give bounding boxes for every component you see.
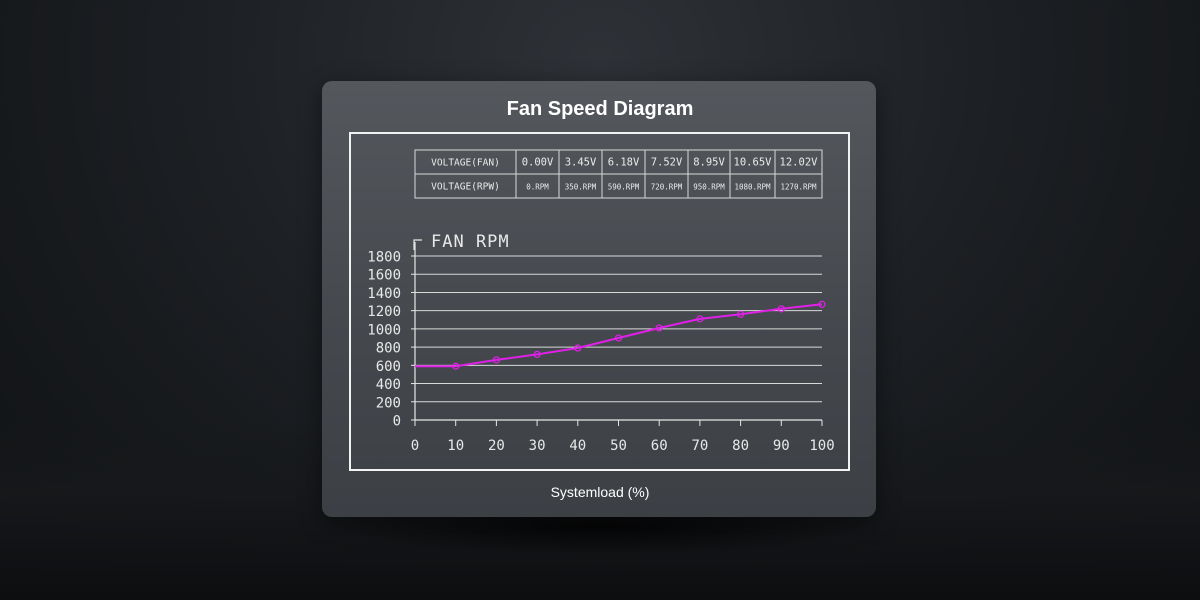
data-markers bbox=[452, 300, 826, 370]
spec-table-cell: 10.65V bbox=[734, 157, 773, 169]
y-tick-label: 1800 bbox=[367, 250, 401, 266]
data-point bbox=[533, 350, 541, 358]
y-tick-label: 1600 bbox=[367, 268, 401, 284]
spec-table-cell: 8.95V bbox=[693, 157, 725, 169]
data-point bbox=[736, 310, 745, 318]
data-point bbox=[696, 315, 704, 323]
chart-card bbox=[322, 81, 876, 517]
x-tick-label: 20 bbox=[488, 438, 505, 454]
x-tick-label: 90 bbox=[773, 438, 790, 454]
spec-table-cell: 0.00V bbox=[522, 157, 554, 169]
chart-frame bbox=[349, 132, 850, 471]
spec-table-text: VOLTAGE(FAN) 0.00V 3.45V 6.18V 7.52V 8.95V 10.… bbox=[431, 157, 818, 193]
y-tick-label: 400 bbox=[376, 377, 401, 393]
spec-table-cell: 6.18V bbox=[608, 157, 640, 169]
x-tick-label: 50 bbox=[610, 438, 627, 454]
y-tick-label: 800 bbox=[376, 341, 401, 357]
grid-lines bbox=[415, 255, 822, 403]
x-tick-label: 100 bbox=[809, 438, 834, 454]
fan-rpm-line bbox=[415, 303, 823, 368]
chart-title: Fan Speed Diagram bbox=[506, 98, 694, 120]
y-axis-title-bracket bbox=[413, 239, 422, 250]
card-shadow bbox=[330, 515, 870, 555]
spec-table-cell: 0.RPM bbox=[526, 183, 549, 192]
spec-table-cell: 7.52V bbox=[651, 157, 683, 169]
data-point bbox=[818, 300, 826, 308]
spec-table-cell: 12.02V bbox=[780, 157, 819, 169]
x-tick-label: 40 bbox=[569, 438, 586, 454]
spec-table-cell: 1080.RPM bbox=[734, 183, 771, 192]
axes bbox=[411, 242, 823, 426]
x-axis-caption: Systemload (%) bbox=[550, 484, 650, 500]
y-tick-label: 200 bbox=[376, 395, 401, 411]
data-point bbox=[574, 344, 582, 352]
y-tick-label: 1000 bbox=[367, 322, 401, 338]
x-tick-label: 30 bbox=[529, 438, 546, 454]
data-point bbox=[452, 362, 460, 370]
x-tick-label: 80 bbox=[732, 438, 749, 454]
data-point bbox=[655, 324, 663, 332]
y-tick-label: 600 bbox=[376, 359, 401, 375]
spec-table-cell: 590.RPM bbox=[608, 183, 640, 192]
data-point bbox=[614, 334, 623, 342]
x-tick-label: 70 bbox=[691, 438, 708, 454]
data-point bbox=[777, 305, 785, 313]
spec-table-row-label: VOLTAGE(FAN) bbox=[431, 158, 500, 169]
data-point bbox=[492, 356, 500, 364]
spec-table-cell: 720.RPM bbox=[651, 183, 683, 192]
x-tick-label: 10 bbox=[447, 438, 464, 454]
spec-table-cell: 3.45V bbox=[565, 157, 597, 169]
y-axis-title: FAN RPM bbox=[431, 232, 510, 252]
x-tick-labels: 0 10 20 30 40 50 60 70 80 90 100 bbox=[411, 438, 835, 454]
y-tick-label: 0 bbox=[393, 414, 401, 430]
x-tick-label: 0 bbox=[411, 438, 419, 454]
y-tick-label: 1400 bbox=[367, 286, 401, 302]
x-tick-label: 60 bbox=[651, 438, 668, 454]
spec-table-cell: 1270.RPM bbox=[780, 183, 817, 192]
y-tick-labels: 0 200 400 600 800 1000 1200 1400 1600 1800 bbox=[367, 250, 401, 430]
y-tick-label: 1200 bbox=[367, 304, 401, 320]
spec-table-row-label: VOLTAGE(RPW) bbox=[431, 182, 500, 193]
spec-table bbox=[414, 149, 823, 199]
spec-table-cell: 950.RPM bbox=[693, 183, 725, 192]
spec-table-cell: 350.RPM bbox=[565, 183, 597, 192]
